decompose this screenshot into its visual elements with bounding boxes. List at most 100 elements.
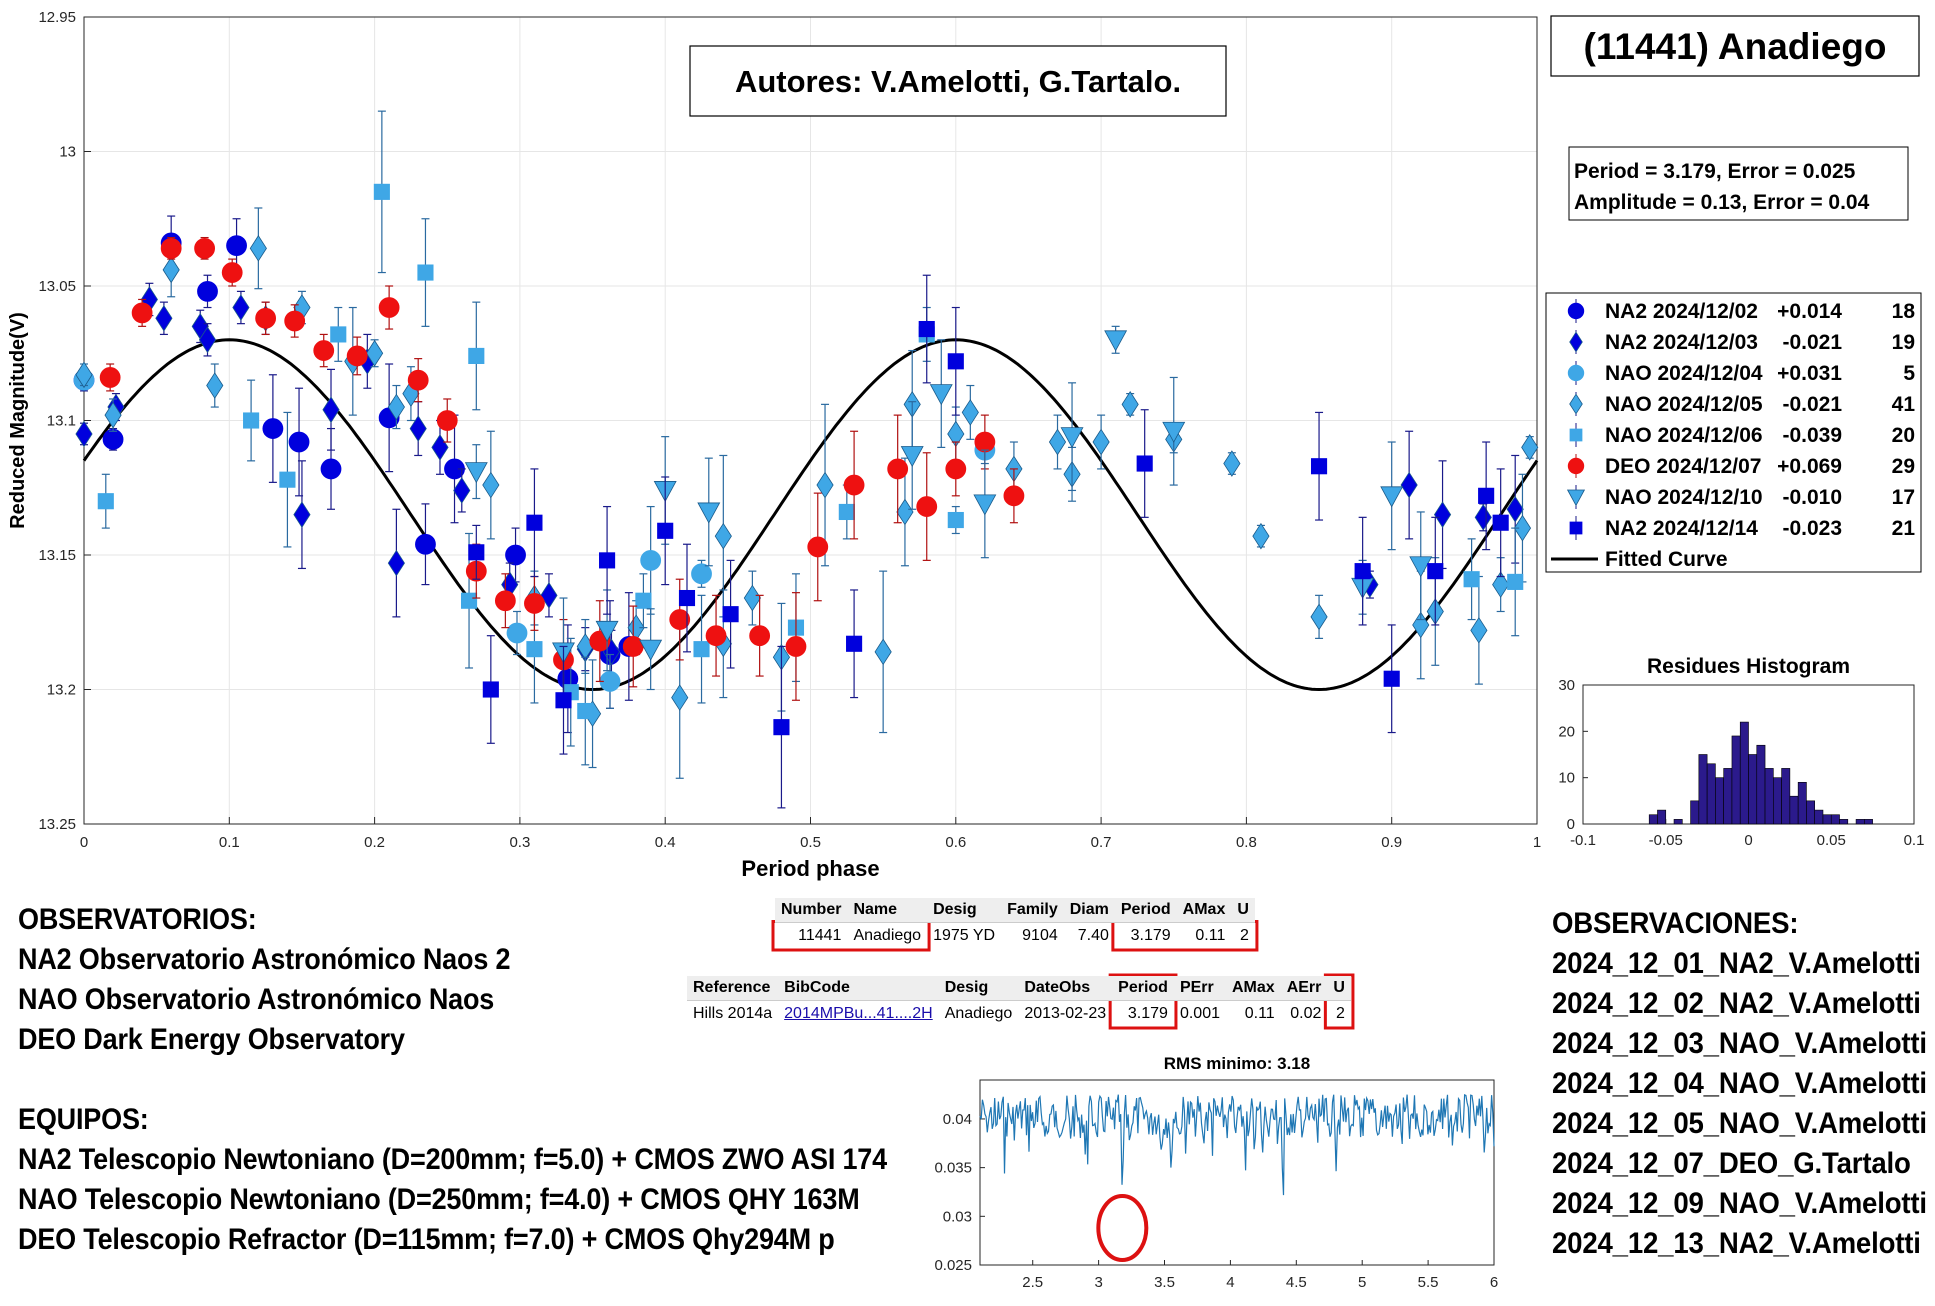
data-point [974,431,996,453]
periodogram-frame [979,1079,1495,1266]
legend-count: 17 [1892,486,1915,509]
data-point [162,256,180,284]
data-point [697,502,721,524]
observacion-line: 2024_12_04_NAO_V.Amelotti [1552,1067,1927,1100]
rms-periodogram: RMS minimo: 3.18 2.5 3 3.5 4 4.5 5 5.5 6 0.025 0.0… [934,1054,1498,1291]
col-header: AMax [1176,898,1232,923]
histogram-y-tick-label: 0 [1567,816,1575,833]
histogram-bar [1814,809,1824,825]
observatorios-header: OBSERVATORIOS: [18,903,257,936]
data-point [961,399,979,426]
legend-marker [1567,302,1585,320]
data-point [102,428,124,450]
data-point [1310,458,1328,475]
cell-reference: Hills 2014a [693,1005,773,1022]
histogram-bar [1731,735,1741,825]
table-header-row: Number Name Desig Family Diam Period AMa… [775,898,1255,923]
col-header: U [1327,976,1351,1001]
col-header: Diam [1063,898,1115,923]
highlight-box-ref-u [1323,973,1355,1030]
observatorio-line: NA2 Observatorio Astronómico Naos 2 [18,943,511,976]
x-tick-label: 0.4 [655,834,676,851]
series-5 [99,236,1025,701]
histogram-x-tick-label: -0.05 [1649,832,1683,849]
data-point [160,237,182,259]
series-7 [468,274,1509,809]
data-point [635,592,652,609]
data-point [409,415,427,442]
histogram-bar [1756,744,1766,825]
data-point [1223,450,1241,477]
legend-label: NAO 2024/12/06 [1605,424,1763,447]
data-point [1354,563,1371,580]
data-point [1252,522,1270,550]
periodogram-x-tick-label: 5 [1358,1274,1366,1291]
equipo-line: DEO Telescopio Refractor (D=115mm; f=7.0… [18,1223,835,1256]
data-point [1104,330,1128,352]
data-point [131,302,153,324]
series-4 [97,110,1524,766]
minimum-highlight-ellipse [1096,1194,1149,1262]
histogram-bar [1822,814,1832,825]
title-box: (11441) Anadiego [1550,15,1920,77]
data-point [249,235,267,262]
histogram-bar [1773,777,1782,825]
data-point [330,326,347,343]
legend-marker [1567,457,1585,475]
data-point [194,237,215,259]
data-point [232,294,250,321]
legend-entry: NA2 2024/12/14 -0.023 21 [1569,516,1916,540]
col-header: Desig [938,976,1019,1001]
data-point [1478,487,1495,504]
data-point [387,393,405,421]
data-point [669,609,691,630]
histogram-bar [1789,795,1799,825]
periodogram-y-tick-label: 0.04 [943,1111,972,1128]
legend-count: 21 [1892,517,1916,540]
col-header: DateObs [1018,976,1113,1001]
data-point [482,471,500,499]
legend-frame [1545,292,1922,573]
col-header: Name [847,898,928,923]
data-point [378,297,400,318]
authors-box: Autores: V.Amelotti, G.Tartalo. [689,45,1227,117]
periodogram-x-tick-label: 3.5 [1154,1274,1175,1291]
series-6 [464,325,1433,707]
y-tick-label: 13.05 [38,278,76,295]
histogram-y-tick-label: 10 [1558,770,1575,787]
data-point [1492,571,1510,598]
x-tick-label: 0.7 [1091,834,1112,851]
data-point [577,702,594,720]
data-point [639,639,663,661]
data-point [494,590,516,612]
histogram-y-tick-label: 20 [1558,723,1575,740]
data-point [417,264,434,281]
legend-marker [1566,489,1586,507]
legend: NA2 2024/12/02 +0.014 18 NA2 2024/12/03 -0.0… [1545,292,1922,573]
data-point [453,477,471,504]
data-point [1400,471,1418,499]
data-point [346,345,368,367]
col-header: AErr [1280,976,1328,1001]
data-point [524,593,545,614]
legend-label: NA2 2024/12/03 [1605,331,1758,354]
periodogram-x-tick-label: 2.5 [1022,1274,1043,1291]
period-box: Period = 3.179, Error = 0.025 Amplitude =… [1568,146,1909,221]
x-tick-label: 0 [80,834,88,851]
legend-offset: -0.021 [1782,331,1842,354]
data-point [279,471,296,488]
observacion-line: 2024_12_07_DEO_G.Tartalo [1552,1147,1911,1180]
cell-number: 11441 [798,927,842,944]
x-tick-label: 0.9 [1381,834,1402,851]
data-point [75,361,93,389]
data-point [506,622,528,644]
data-point [838,503,855,521]
data-point [785,636,807,657]
cell-amax: 0.11 [1195,927,1226,944]
data-point [874,638,892,666]
periodogram-line [979,1094,1495,1196]
bibcode-link[interactable]: 2014MPBu...41....2H [784,1005,933,1022]
cell-amax: 0.11 [1244,1005,1275,1022]
legend-count: 41 [1892,393,1916,416]
legend-entry: NAO 2024/12/05 -0.021 41 [1569,392,1916,416]
